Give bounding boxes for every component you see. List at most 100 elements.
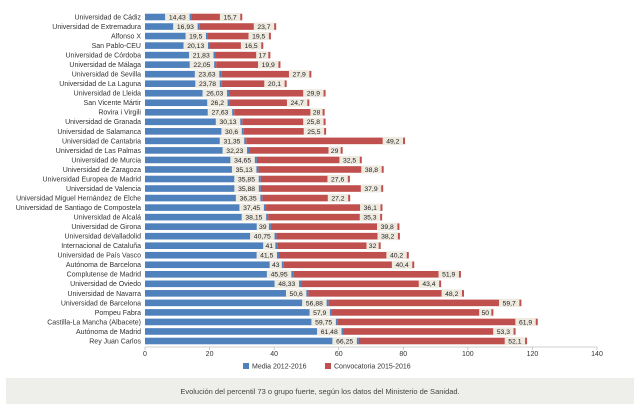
category-label: Internacional de Cataluña — [61, 243, 141, 250]
bar-convocatoria-2015-2016 — [243, 128, 327, 135]
category-label: Universidad de Alcalá — [74, 215, 141, 222]
data-label-media: 41 — [265, 243, 273, 250]
data-label-convocatoria: 38,8 — [365, 167, 378, 174]
data-label-media: 48,33 — [278, 281, 295, 288]
category-label: Universidad de Santiago de Compostela — [16, 205, 141, 212]
data-label-convocatoria: 17 — [258, 53, 266, 60]
data-label-media: 34,65 — [234, 157, 251, 164]
data-label-media: 36,35 — [240, 195, 257, 202]
category-label: Universidad de Lleida — [74, 91, 141, 98]
bar-convocatoria-2015-2016 — [262, 194, 351, 202]
data-label-convocatoria: 40,2 — [390, 253, 403, 260]
category-label: Universidad de País Vasco — [57, 253, 141, 260]
category-label: San Vicente Mártir — [84, 100, 142, 107]
data-label-bg — [207, 98, 228, 107]
data-label-bg — [266, 270, 292, 279]
x-tick-label: 140 — [591, 351, 603, 358]
data-label-bg — [234, 184, 259, 193]
bar-media-2012-2016 — [145, 42, 210, 49]
bar-convocatoria-2015-2016 — [191, 13, 243, 21]
data-label-bg — [316, 327, 342, 336]
data-label-media: 35,13 — [236, 167, 253, 174]
data-label-bg — [215, 117, 241, 126]
bar-convocatoria-2015-2016 — [260, 175, 350, 183]
data-label-convocatoria: 25,8 — [307, 119, 320, 126]
legend-convocatoria-label: Convocatoria 2015-2016 — [334, 364, 411, 371]
data-label-media: 38,15 — [245, 215, 262, 222]
bar-media-2012-2016 — [145, 108, 235, 116]
bar-convocatoria-2015-2016 — [199, 23, 277, 30]
data-label-convocatoria: 43,4 — [422, 281, 435, 288]
data-label-media: 45,95 — [271, 272, 288, 279]
data-label-media: 23,78 — [199, 81, 216, 88]
bar-convocatoria-2015-2016 — [209, 42, 264, 49]
category-label: Universidad de Granada — [65, 119, 141, 126]
bar-convocatoria-2015-2016 — [215, 51, 271, 59]
caption-box: Evolución del percentil 73 o grupo fuert… — [6, 378, 634, 404]
data-label-bg — [219, 13, 241, 21]
category-label: Autónoma de Madrid — [76, 329, 141, 336]
data-label-bg — [359, 213, 381, 222]
data-label-bg — [202, 89, 228, 98]
data-label-convocatoria: 51,9 — [442, 272, 455, 279]
chart-caption: Evolución del percentil 73 o grupo fuert… — [180, 386, 460, 396]
data-label-convocatoria: 27,6 — [331, 176, 344, 183]
x-tick-label: 120 — [527, 351, 539, 358]
data-label-media: 30,6 — [225, 129, 238, 136]
bar-media-2012-2016 — [145, 128, 244, 135]
data-label-media: 35,88 — [238, 186, 255, 193]
bar-convocatoria-2015-2016 — [216, 61, 281, 68]
bar-convocatoria-2015-2016 — [246, 137, 406, 145]
data-label-media: 27,63 — [211, 110, 228, 117]
data-label-convocatoria: 20,1 — [268, 81, 281, 88]
data-label-bg — [328, 146, 341, 155]
bar-convocatoria-2015-2016 — [278, 251, 409, 259]
bar-media-2012-2016 — [145, 204, 266, 211]
data-label-convocatoria: 15,7 — [223, 14, 236, 21]
data-label-bg — [231, 165, 257, 174]
data-label-bg — [188, 51, 214, 60]
bar-media-2012-2016 — [145, 328, 344, 335]
data-label-bg — [285, 289, 307, 298]
legend-convocatoria-swatch — [325, 363, 331, 369]
bar-convocatoria-2015-2016 — [331, 309, 494, 316]
category-label: Universidad de Las Palmas — [56, 148, 142, 155]
category-label: Pompeu Fabra — [95, 310, 141, 317]
data-label-convocatoria: 49,2 — [386, 138, 399, 145]
bar-convocatoria-2015-2016 — [256, 156, 362, 164]
bar-media-2012-2016 — [145, 70, 222, 78]
data-label-bg — [377, 222, 398, 231]
data-label-media: 59,75 — [315, 319, 332, 326]
data-label-media: 39 — [259, 224, 267, 231]
stacked-bar-chart: 0 20 40 60 80 100 120 140 Universidad de CádizU… — [16, 13, 603, 371]
bar-media-2012-2016 — [145, 299, 329, 307]
bar-convocatoria-2015-2016 — [301, 280, 442, 288]
data-label-convocatoria: 16,5 — [244, 43, 257, 50]
data-label-bg — [194, 70, 220, 79]
data-label-bg — [303, 127, 325, 136]
data-label-media: 43 — [272, 262, 280, 269]
data-label-bg — [241, 213, 267, 222]
legend: Media 2012-2016 Convocatoria 2015-2016 — [243, 363, 411, 371]
data-label-media: 16,93 — [177, 24, 194, 31]
bar-media-2012-2016 — [145, 89, 230, 97]
data-label-bg — [361, 165, 382, 174]
data-label-bg — [256, 222, 269, 231]
bar-convocatoria-2015-2016 — [293, 270, 461, 278]
data-label-bg — [332, 337, 357, 345]
bar-media-2012-2016 — [145, 147, 250, 154]
data-label-bg — [189, 60, 215, 69]
data-label-media: 66,25 — [336, 338, 353, 345]
data-label-bg — [235, 194, 261, 203]
data-label-convocatoria: 35,3 — [363, 215, 376, 222]
data-label-bg — [274, 279, 300, 288]
x-tick-label: 40 — [270, 351, 278, 358]
bar-media-2012-2016 — [145, 213, 269, 221]
data-label-bg — [493, 327, 514, 336]
data-label-bg — [303, 117, 324, 126]
category-label: Rey Juan Carlos — [89, 338, 141, 345]
data-label-bg — [382, 136, 404, 145]
data-label-bg — [366, 241, 379, 250]
category-label: Complutense de Madrid — [67, 272, 141, 279]
category-label: Universidad de Barcelona — [61, 300, 141, 307]
